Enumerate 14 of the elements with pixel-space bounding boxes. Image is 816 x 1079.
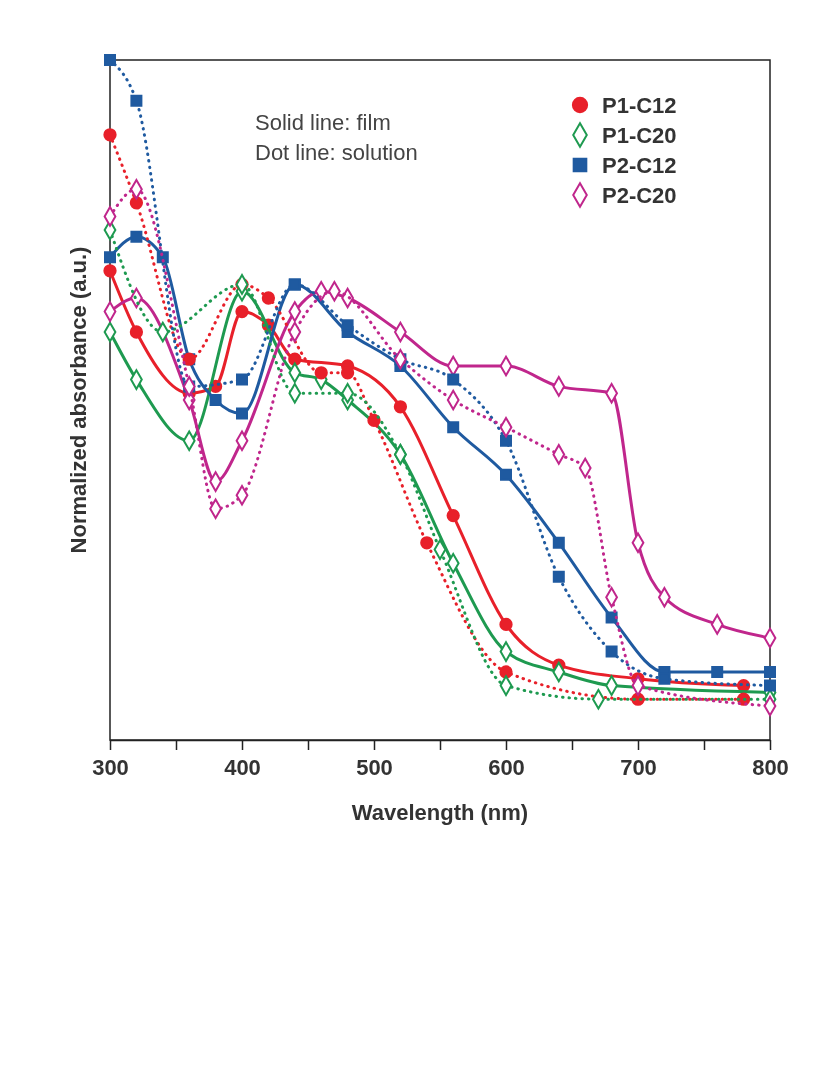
y-axis-title: Normalized absorbance (a.u.) [66,246,91,554]
annotation: Dot line: solution [255,140,418,165]
x-tick-label: 800 [752,755,789,780]
x-tick-label: 500 [356,755,393,780]
x-axis-title: Wavelength (nm) [351,800,529,825]
x-tick-label: 700 [620,755,657,780]
x-tick-label: 300 [92,755,129,780]
legend-label: P2-C20 [602,183,677,208]
x-tick-label: 400 [224,755,261,780]
legend-label: P2-C12 [602,153,677,178]
x-tick-label: 600 [488,755,525,780]
annotation: Solid line: film [255,110,391,135]
legend-label: P1-C12 [602,93,677,118]
legend-label: P1-C20 [602,123,677,148]
